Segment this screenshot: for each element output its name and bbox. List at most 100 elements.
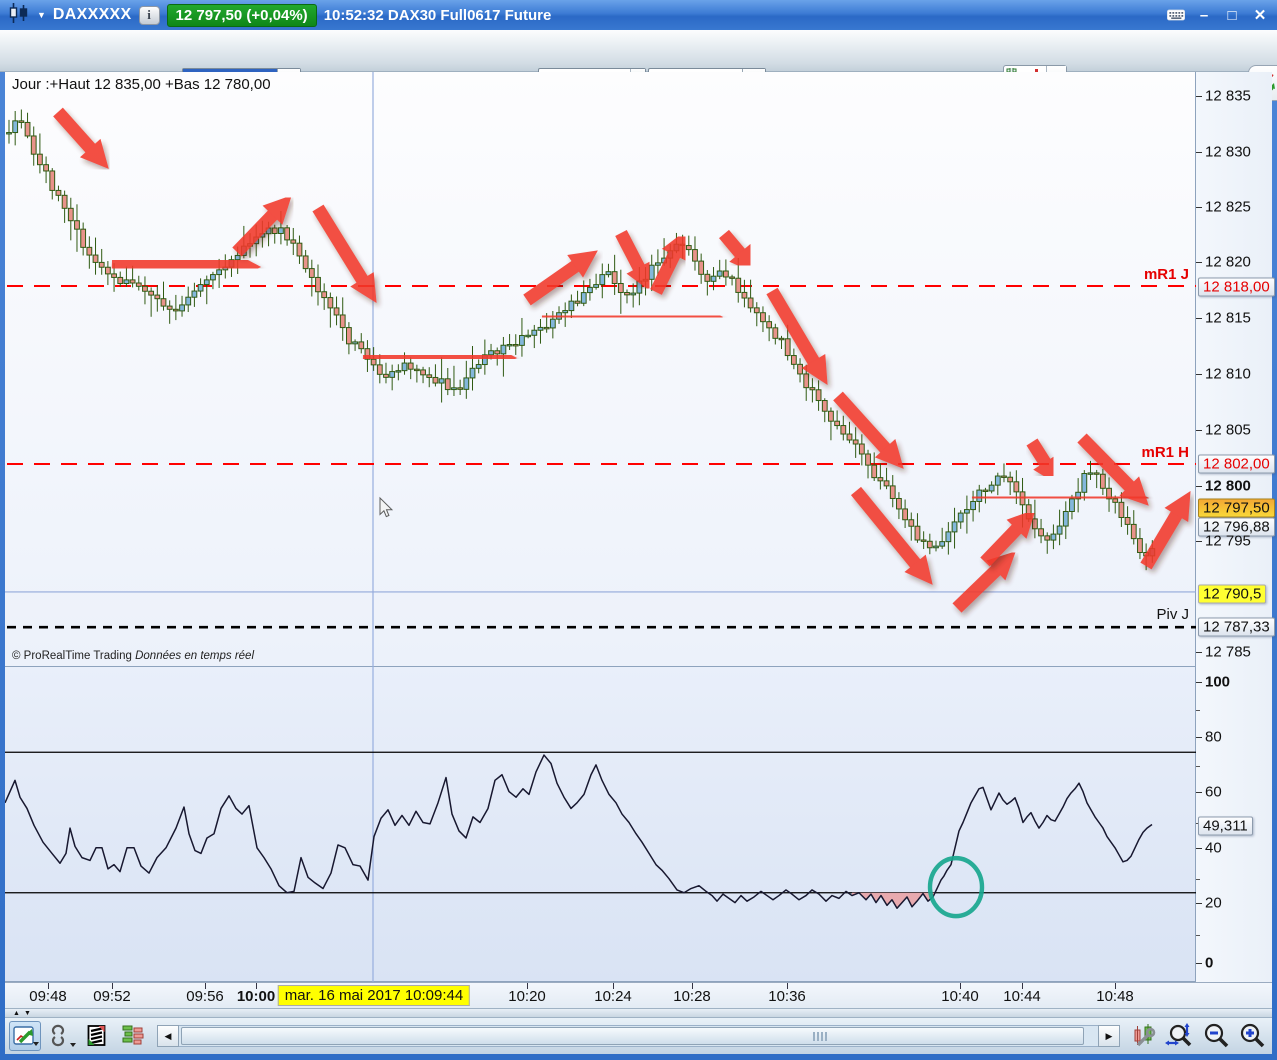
zoom-fit-icon[interactable] bbox=[1164, 1021, 1196, 1051]
y-axis-minor-tick bbox=[1196, 710, 1200, 712]
y-axis-label: 0 bbox=[1205, 954, 1214, 972]
y-axis-label: 100 bbox=[1205, 673, 1231, 691]
y-axis-tick bbox=[1196, 486, 1202, 487]
y-axis-tick bbox=[1196, 152, 1202, 153]
link-button[interactable] bbox=[45, 1021, 77, 1051]
chart-toolbar: 200 unités 21 ▲▼ (x) ticks bbox=[0, 30, 1277, 101]
level-label: Piv J bbox=[1156, 606, 1189, 623]
y-axis-minor-tick bbox=[1196, 878, 1200, 880]
link-dropdown-icon[interactable] bbox=[70, 1043, 76, 1050]
x-axis-tick bbox=[960, 983, 961, 989]
time-axis[interactable]: 09:48 09:52 09:56 10:00 mar. 16 mai 2017 10:… bbox=[5, 982, 1272, 1008]
instrument-dropdown-caret[interactable]: ▼ bbox=[37, 10, 46, 20]
trend-arrow bbox=[650, 229, 687, 295]
chart-settings-button[interactable] bbox=[1128, 1021, 1160, 1051]
highlight-circle bbox=[927, 855, 985, 919]
day-high-low-info: Jour :+Haut 12 835,00 +Bas 12 780,00 bbox=[12, 76, 271, 93]
pivot-level-lines bbox=[5, 284, 1196, 629]
y-axis-label: 12 820 bbox=[1205, 253, 1251, 271]
x-axis-label: 10:40 bbox=[941, 988, 979, 1005]
trend-arrow bbox=[541, 303, 724, 331]
info-button[interactable]: i bbox=[138, 5, 160, 25]
horizontal-scrollbar[interactable]: ◀ ▶ bbox=[157, 1024, 1120, 1048]
keyboard-icon[interactable] bbox=[1167, 5, 1185, 25]
x-axis-label: 10:20 bbox=[508, 988, 546, 1005]
close-button[interactable]: ✕ bbox=[1253, 7, 1267, 24]
x-axis-label: 09:52 bbox=[93, 988, 131, 1005]
annotation-arrows bbox=[53, 107, 1191, 613]
price-label-box: 12 787,33 bbox=[1198, 617, 1275, 637]
y-axis-minor-tick bbox=[1196, 934, 1200, 936]
y-axis-label: 12 815 bbox=[1205, 309, 1251, 327]
price-chart-canvas[interactable]: mR1 J mR1 H Piv J bbox=[5, 72, 1196, 982]
session-title: 10:52:32 DAX30 Full0617 Future bbox=[323, 6, 552, 24]
price-axis[interactable]: 12 835 12 830 12 825 12 820 12 818,00 12 815 1… bbox=[1196, 72, 1275, 982]
minimize-button[interactable]: – bbox=[1199, 6, 1209, 24]
level-label: mR1 H bbox=[1141, 444, 1189, 461]
scroll-right-icon[interactable]: ▶ bbox=[1098, 1025, 1120, 1047]
maximize-button[interactable]: □ bbox=[1227, 6, 1237, 24]
plot-background bbox=[5, 72, 1196, 982]
x-axis-tick bbox=[1115, 983, 1116, 989]
x-axis-label: 10:36 bbox=[768, 988, 806, 1005]
news-button[interactable] bbox=[81, 1021, 113, 1051]
scrollbar-thumb[interactable] bbox=[181, 1027, 1084, 1045]
trend-arrow bbox=[719, 229, 758, 275]
trend-arrow bbox=[523, 250, 598, 306]
bottom-toolbar: ◀ ▶ bbox=[5, 1018, 1272, 1054]
panel-splitter[interactable]: ▲ ▼ bbox=[5, 1008, 1272, 1018]
y-axis-label: 12 800 bbox=[1205, 477, 1251, 495]
splitter-down-icon[interactable]: ▼ bbox=[23, 1009, 31, 1017]
price-label-box: 12 790,5 bbox=[1198, 584, 1267, 604]
x-axis-tick bbox=[613, 983, 614, 989]
y-axis-minor-tick bbox=[1196, 766, 1200, 768]
y-axis-tick bbox=[1196, 374, 1202, 375]
cursor-date-label: mar. 16 mai 2017 10:09:44 bbox=[277, 985, 471, 1006]
new-chart-button[interactable] bbox=[9, 1021, 41, 1051]
trend-arrow bbox=[312, 204, 377, 303]
y-axis-label: 12 795 bbox=[1205, 532, 1251, 550]
trend-arrow bbox=[615, 230, 652, 292]
scroll-left-icon[interactable]: ◀ bbox=[157, 1025, 179, 1047]
price-label-box: 12 797,50 bbox=[1198, 498, 1275, 518]
trend-arrow bbox=[971, 484, 1150, 512]
zoom-in-icon[interactable] bbox=[1236, 1021, 1268, 1051]
order-book-button[interactable] bbox=[117, 1021, 149, 1051]
y-axis-label: 12 810 bbox=[1205, 365, 1251, 383]
x-axis-tick bbox=[112, 983, 113, 989]
level-label: mR1 J bbox=[1144, 266, 1189, 283]
trend-arrow bbox=[833, 391, 904, 469]
y-axis-tick bbox=[1196, 262, 1202, 263]
price-label-box: 12 818,00 bbox=[1198, 277, 1275, 297]
zoom-out-icon[interactable] bbox=[1200, 1021, 1232, 1051]
level-labels: mR1 J mR1 H Piv J bbox=[1141, 266, 1189, 623]
chart-region: mR1 J mR1 H Piv J Jour :+Haut 12 835,00 +B… bbox=[5, 72, 1275, 1008]
x-axis-tick bbox=[205, 983, 206, 989]
y-axis-tick bbox=[1196, 737, 1202, 738]
splitter-up-icon[interactable]: ▲ bbox=[13, 1009, 20, 1017]
trend-arrow bbox=[362, 343, 518, 372]
instrument-name: DAXXXXX bbox=[52, 6, 132, 23]
y-axis-tick bbox=[1196, 792, 1202, 793]
trend-arrow bbox=[980, 509, 1036, 567]
y-axis-label: 12 785 bbox=[1205, 643, 1251, 661]
y-axis-tick bbox=[1196, 430, 1202, 431]
x-axis-label: 10:44 bbox=[1003, 988, 1041, 1005]
y-axis-tick bbox=[1196, 903, 1202, 904]
y-axis-tick bbox=[1196, 963, 1202, 964]
x-axis-label: 09:48 bbox=[29, 988, 67, 1005]
trend-arrow bbox=[1140, 491, 1191, 570]
new-chart-dropdown-icon[interactable] bbox=[33, 1042, 39, 1049]
copyright-text: © ProRealTime Trading Données en temps r… bbox=[12, 650, 255, 662]
trend-arrow bbox=[53, 107, 109, 169]
price-label-box: 12 796,88 bbox=[1198, 517, 1275, 537]
y-axis-tick bbox=[1196, 682, 1202, 683]
trend-arrow bbox=[111, 252, 262, 280]
x-axis-tick bbox=[787, 983, 788, 989]
scrollbar-track[interactable] bbox=[179, 1025, 1098, 1047]
y-axis-tick bbox=[1196, 318, 1202, 319]
y-axis-label: 40 bbox=[1205, 839, 1222, 857]
x-axis-tick bbox=[692, 983, 693, 989]
x-axis-tick bbox=[48, 983, 49, 989]
y-axis-label: 12 805 bbox=[1205, 421, 1251, 439]
